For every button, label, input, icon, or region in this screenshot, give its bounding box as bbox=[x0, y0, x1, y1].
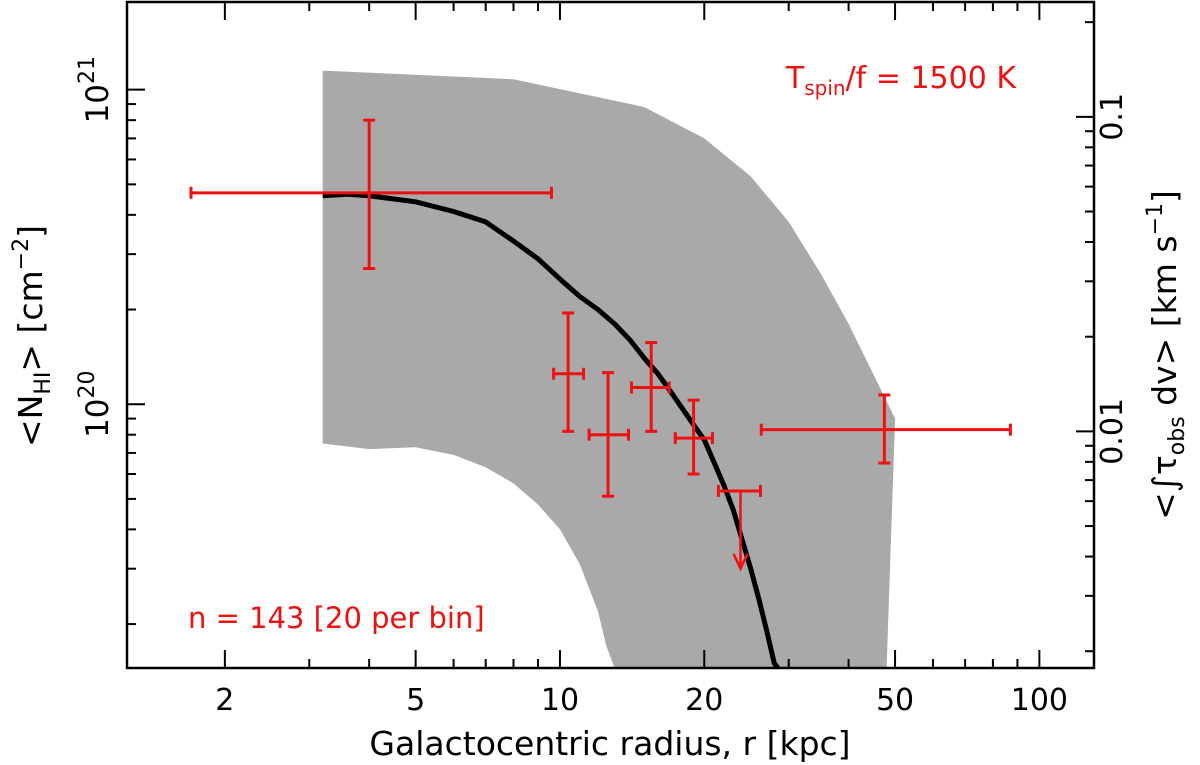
y-right-tick-label: 0.1 bbox=[1095, 93, 1130, 141]
x-tick-label: 50 bbox=[876, 683, 914, 718]
data-point-4 bbox=[629, 341, 671, 433]
y-axis-right-label: <∫τobs dv> [km s−1] bbox=[1143, 190, 1190, 520]
data-point-2 bbox=[552, 311, 586, 433]
x-tick-label: 5 bbox=[406, 683, 425, 718]
data-point-5 bbox=[673, 398, 714, 476]
y-left-tick-label: 1020 bbox=[75, 370, 116, 437]
y-axis-left-label: <NHI> [cm−2] bbox=[9, 225, 56, 447]
x-tick-label: 2 bbox=[215, 683, 234, 718]
plot-frame bbox=[125, 0, 1096, 670]
data-point-1 bbox=[189, 118, 553, 271]
x-axis-label: Galactocentric radius, r [kpc] bbox=[369, 724, 850, 763]
tspin-annotation: Tspin/f = 1500 K bbox=[785, 61, 1017, 100]
tick-exponent: 21 bbox=[75, 56, 100, 84]
x-tick-label: 20 bbox=[685, 683, 723, 718]
data-point-6 bbox=[716, 484, 762, 572]
tick-base: 10 bbox=[80, 84, 116, 123]
axis-ticks-layer bbox=[127, 2, 1094, 668]
data-point-3 bbox=[587, 371, 631, 498]
model-range-band-layer bbox=[322, 70, 896, 669]
upper-limit-arrow-head bbox=[732, 553, 749, 572]
x-tick-label: 100 bbox=[1011, 683, 1068, 718]
y-right-tick-label: 0.01 bbox=[1095, 398, 1130, 465]
sample-size-annotation: n = 143 [20 per bin] bbox=[188, 601, 485, 635]
y-left-tick-label: 1021 bbox=[75, 56, 116, 123]
tick-base: 10 bbox=[80, 398, 116, 437]
data-point-7 bbox=[759, 393, 1012, 465]
model-range-band bbox=[322, 70, 896, 669]
x-tick-label: 10 bbox=[541, 683, 579, 718]
tick-exponent: 20 bbox=[75, 370, 100, 398]
data-points-layer bbox=[189, 118, 1012, 572]
